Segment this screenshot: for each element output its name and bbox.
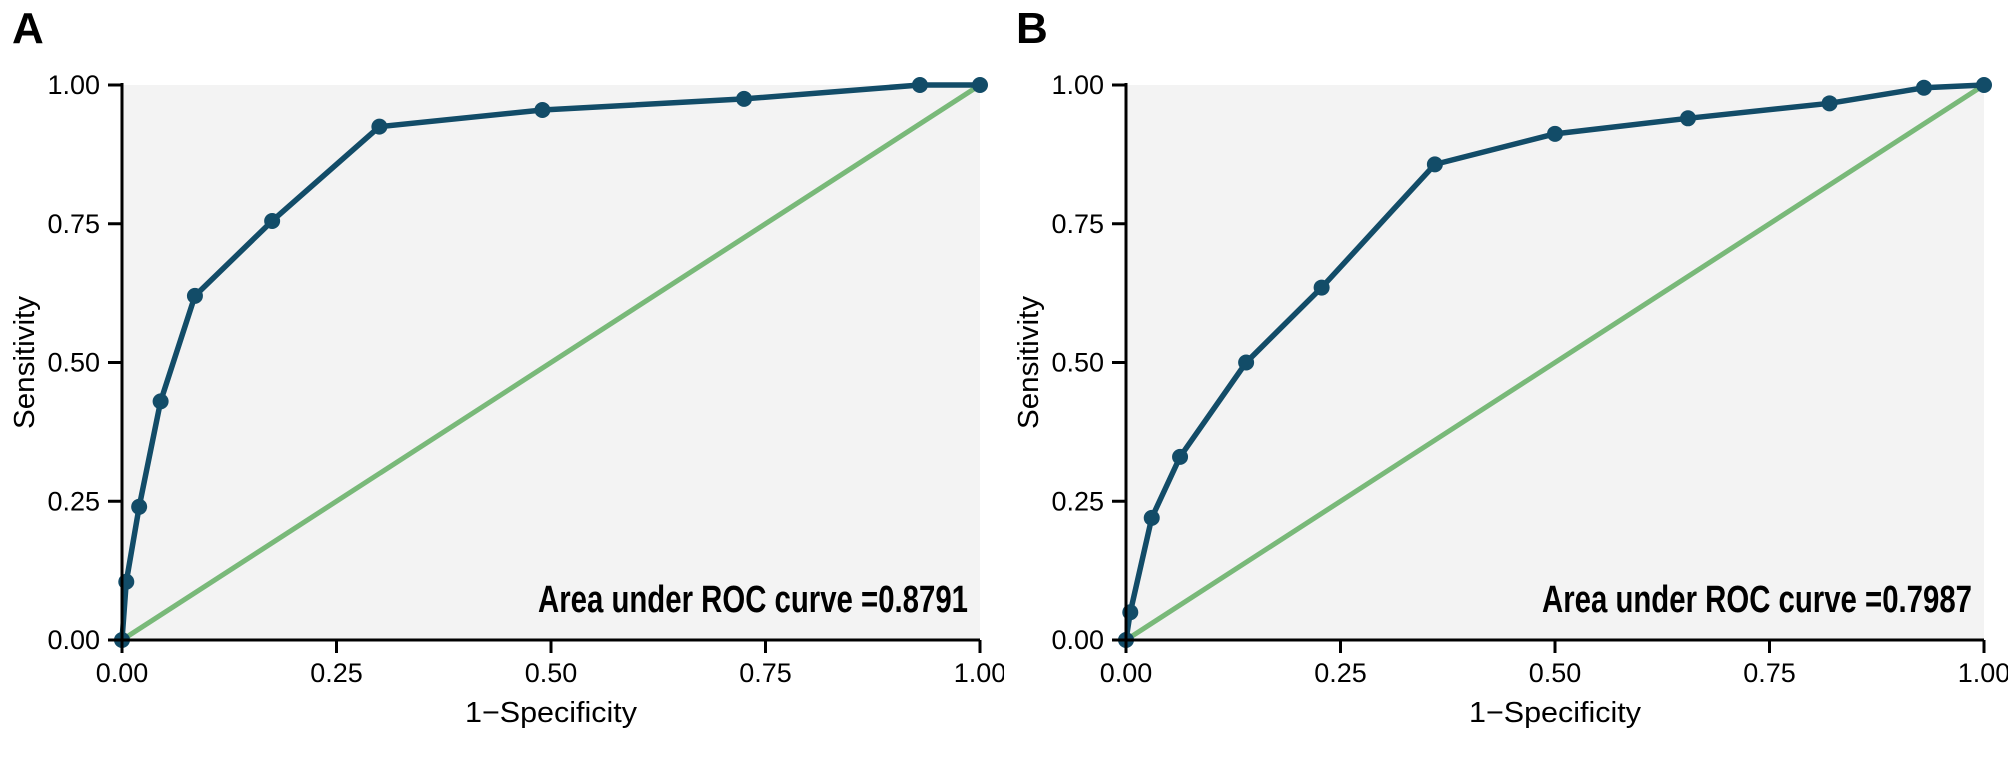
y-tick-label: 1.00 — [1051, 70, 1104, 100]
roc-point — [1313, 279, 1330, 296]
auc-annotation: Area under ROC curve =0.8791 — [538, 579, 968, 621]
y-axis-title: Sensitivity — [9, 295, 41, 429]
roc-point — [1547, 125, 1563, 142]
x-tick-label: 0.75 — [1743, 658, 1796, 688]
roc-curve — [1123, 82, 1987, 643]
roc-point — [911, 77, 928, 93]
panel-b: B 0.00 0.25 0.50 0.75 1.00 0.00 0.25 0.50 0.75 1.… — [1004, 0, 2008, 758]
y-tick-label: 0.75 — [47, 209, 100, 239]
y-tick-label: 1.00 — [47, 70, 100, 100]
roc-point — [736, 90, 753, 107]
x-tick-label: 0.25 — [1314, 658, 1367, 688]
y-tick-label: 0.00 — [47, 625, 100, 655]
x-tick-label: 1.00 — [954, 658, 1004, 688]
roc-point — [152, 393, 169, 410]
reference-diagonal — [1124, 82, 1986, 643]
roc-chart-b: 0.00 0.25 0.50 0.75 1.00 0.00 0.25 0.50 0.75 1.00… — [1013, 70, 2008, 729]
panel-a-label: A — [12, 4, 44, 53]
roc-chart-a: 0.00 0.25 0.50 0.75 1.00 0.00 0.25 0.50 0.75 1.00… — [9, 70, 1004, 729]
reference-diagonal — [120, 82, 982, 643]
y-tick-label: 0.50 — [1051, 348, 1104, 378]
x-tick-label: 0.00 — [1100, 658, 1153, 688]
roc-point — [972, 77, 988, 93]
y-tick-label: 0.25 — [47, 486, 100, 516]
roc-point — [186, 287, 203, 304]
roc-point — [1821, 95, 1838, 112]
x-axis-title: 1−Specificity — [465, 697, 638, 729]
y-tick-label: 0.50 — [47, 348, 100, 378]
x-tick-label: 0.00 — [96, 658, 149, 688]
roc-point — [1238, 354, 1255, 371]
panel-a: A 0.00 0.25 0.50 0.75 1.00 0.00 0.25 0.50 0.75 1.… — [0, 0, 1004, 758]
roc-point — [1172, 448, 1189, 465]
y-axis-title: Sensitivity — [1013, 295, 1045, 429]
x-tick-label: 0.50 — [1529, 658, 1582, 688]
roc-point — [1426, 156, 1443, 173]
x-tick-label: 0.50 — [525, 658, 578, 688]
y-tick-label: 0.75 — [1051, 209, 1104, 239]
x-tick-label: 0.75 — [739, 658, 792, 688]
x-axis-title: 1−Specificity — [1469, 697, 1642, 729]
roc-point — [371, 118, 388, 135]
roc-point — [131, 498, 148, 515]
roc-point — [1976, 77, 1992, 93]
roc-point — [264, 212, 281, 229]
x-tick-label: 0.25 — [310, 658, 363, 688]
y-tick-label: 0.25 — [1051, 486, 1104, 516]
roc-point — [534, 101, 551, 118]
roc-point — [1915, 79, 1932, 96]
roc-point — [1679, 110, 1696, 127]
roc-point — [1143, 509, 1160, 526]
y-tick-label: 0.00 — [1051, 625, 1104, 655]
x-tick-label: 1.00 — [1958, 658, 2008, 688]
auc-annotation: Area under ROC curve =0.7987 — [1542, 579, 1972, 621]
panel-b-label: B — [1016, 4, 1048, 53]
